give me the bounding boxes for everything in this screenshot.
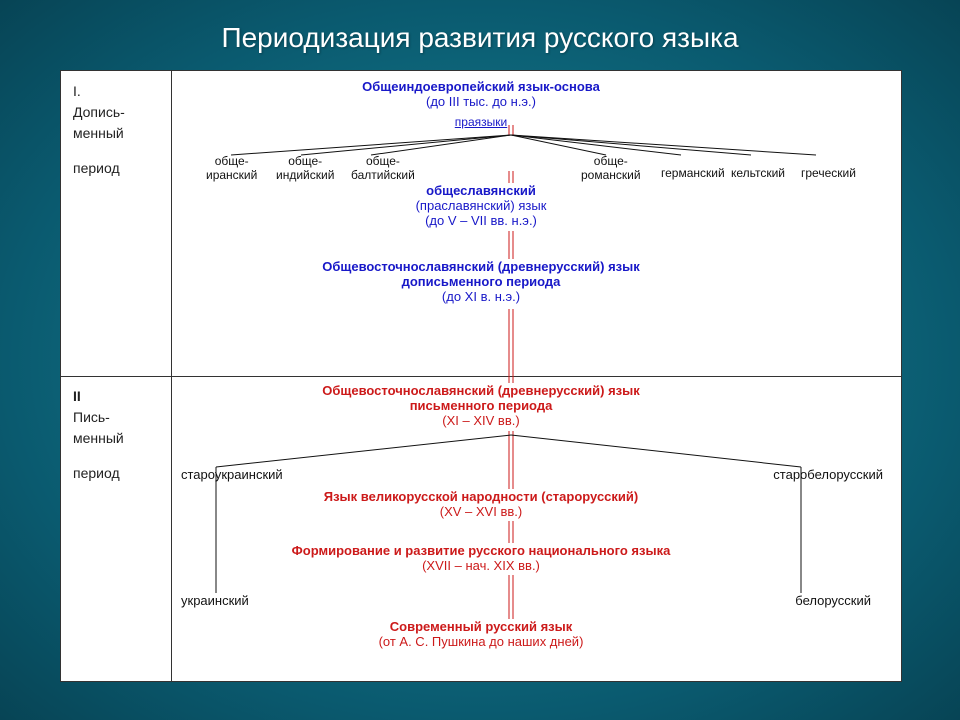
n6-head: Формирование и развитие русского национа… (201, 543, 761, 558)
leaf-romance: обще- романский (581, 155, 641, 183)
node-proto-slavic: общеславянский (праславянский) язык (до … (201, 183, 761, 228)
n3-sub2: (до XI в. н.э.) (201, 289, 761, 304)
node-national-russian: Формирование и развитие русского национа… (201, 543, 761, 573)
n2-sub2: (до V – VII вв. н.э.) (201, 213, 761, 228)
node-old-east-slavic-written: Общевосточнославянский (древнерусский) я… (201, 383, 761, 428)
n4-head: Общевосточнославянский (древнерусский) я… (201, 383, 761, 398)
node-old-russian: Язык великорусской народности (старорусс… (201, 489, 761, 519)
leaf-greek: греческий (801, 167, 856, 181)
side-belarusian: белорусский (795, 593, 871, 608)
n5-sub: (XV – XVI вв.) (201, 504, 761, 519)
side-old-ukrainian: староукраинский (181, 467, 283, 482)
leaf-iranian: обще- иранский (206, 155, 257, 183)
node-modern-russian: Современный русский язык (от А. С. Пушки… (201, 619, 761, 649)
node-indo-european: Общеиндоевропейский язык-основа (до III … (201, 79, 761, 109)
leaf-celtic: кельтский (731, 167, 785, 181)
n1-sub: (до III тыс. до н.э.) (201, 94, 761, 109)
n3-head: Общевосточнославянский (древнерусский) я… (201, 259, 761, 274)
n1-head: Общеиндоевропейский язык-основа (201, 79, 761, 94)
n6-sub: (XVII – нач. XIX вв.) (201, 558, 761, 573)
node-old-east-slavic-pre: Общевосточнославянский (древнерусский) я… (201, 259, 761, 304)
n7-head: Современный русский язык (201, 619, 761, 634)
n5-head: Язык великорусской народности (старорусс… (201, 489, 761, 504)
n7-sub: (от А. С. Пушкина до наших дней) (201, 634, 761, 649)
leaf-indian: обще- индийский (276, 155, 334, 183)
diagram-panel: I. Допись- менный период II Пись- менный… (60, 70, 902, 682)
n2-head: общеславянский (201, 183, 761, 198)
leaf-baltic: обще- балтийский (351, 155, 415, 183)
side-old-belarusian: старобелорусский (773, 467, 883, 482)
n1-tag: праязыки (201, 115, 761, 129)
connectors-svg (61, 71, 901, 681)
leaf-germanic: германский (661, 167, 725, 181)
n3-sub1: дописьменного периода (201, 274, 761, 289)
n2-sub1: (праславянский) язык (201, 198, 761, 213)
page-title: Периодизация развития русского языка (0, 0, 960, 64)
n4-sub1: письменного периода (201, 398, 761, 413)
n4-sub2: (XI – XIV вв.) (201, 413, 761, 428)
side-ukrainian: украинский (181, 593, 249, 608)
